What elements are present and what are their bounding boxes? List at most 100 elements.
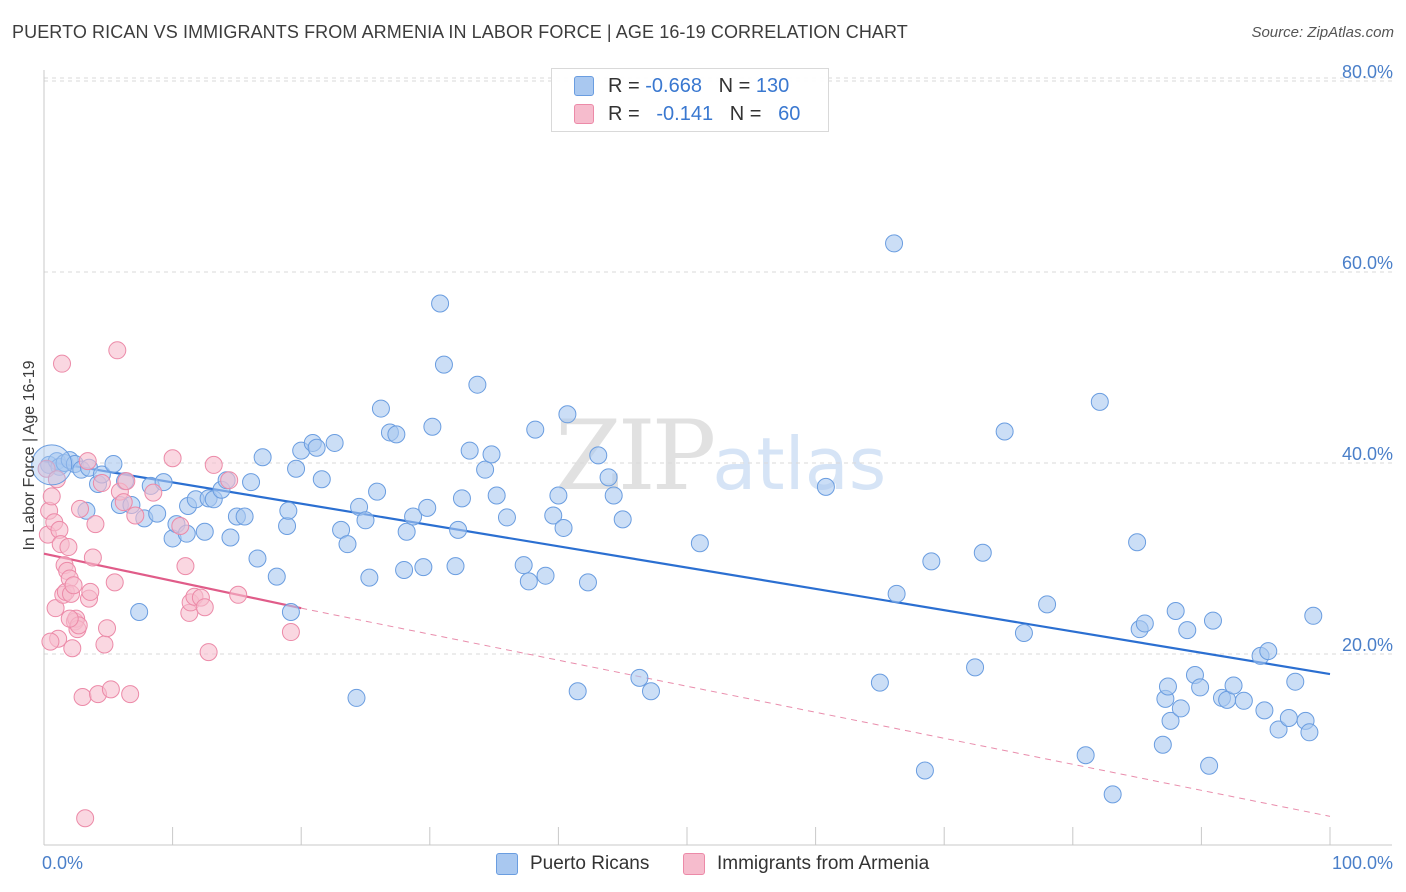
legend-n-label: N =	[729, 102, 762, 125]
puerto-rican-point	[1171, 699, 1190, 718]
y-tick-label: 60.0%	[1342, 253, 1393, 273]
puerto-rican-point	[1038, 595, 1057, 614]
armenia-point	[281, 623, 300, 642]
puerto-rican-point	[1304, 606, 1323, 625]
puerto-rican-point	[404, 507, 423, 526]
puerto-rican-point	[1128, 533, 1147, 552]
puerto-rican-point	[544, 506, 563, 525]
armenia-point	[204, 455, 223, 474]
armenia-point	[117, 472, 136, 491]
bottom-legend-label-1: Puerto Ricans	[530, 853, 650, 874]
puerto-rican-point	[279, 501, 298, 520]
armenia-point	[41, 632, 60, 651]
puerto-rican-point	[526, 420, 545, 439]
puerto-rican-point	[452, 489, 471, 508]
legend-swatch-pink	[574, 104, 594, 124]
armenia-point	[199, 643, 218, 662]
armenia-point	[76, 809, 95, 828]
bottom-legend-armenia: Immigrants from Armenia	[683, 851, 929, 877]
armenia-point	[121, 685, 140, 704]
legend-n-label: N =	[718, 74, 751, 97]
puerto-rican-point	[338, 535, 357, 554]
armenia-point	[171, 517, 190, 536]
puerto-rican-point	[347, 688, 366, 707]
armenia-trend-extension	[301, 607, 1331, 817]
armenia-point	[95, 635, 114, 654]
puerto-rican-point	[1234, 691, 1253, 710]
armenia-point	[229, 585, 248, 604]
puerto-rican-point	[816, 477, 835, 496]
y-tick-label: 20.0%	[1342, 635, 1393, 655]
puerto-rican-point	[449, 520, 468, 539]
puerto-rican-point	[307, 438, 326, 457]
puerto-rican-point	[487, 486, 506, 505]
correlation-legend: R = -0.668 N = 130 R = -0.141 N = 60	[551, 68, 829, 132]
legend-swatch-blue	[574, 76, 594, 96]
puerto-rican-point	[1090, 392, 1109, 411]
armenia-point	[63, 639, 82, 658]
armenia-point	[195, 598, 214, 617]
puerto-rican-point	[476, 460, 495, 479]
puerto-rican-point	[1135, 614, 1154, 633]
y-axis-label: In Labor Force | Age 16-19	[21, 360, 38, 550]
puerto-rican-point	[414, 558, 433, 577]
puerto-rican-point	[1191, 678, 1210, 697]
puerto-rican-point	[922, 552, 941, 571]
puerto-rican-point	[915, 761, 934, 780]
armenia-point	[92, 474, 111, 493]
puerto-rican-point	[690, 534, 709, 553]
puerto-rican-point	[1203, 611, 1222, 630]
watermark-zip: ZIP	[555, 400, 716, 512]
puerto-rican-point	[995, 422, 1014, 441]
puerto-rican-point	[281, 602, 300, 621]
puerto-rican-point	[641, 682, 660, 701]
puerto-rican-point	[514, 556, 533, 575]
puerto-rican-point	[613, 510, 632, 529]
legend-n-value-2: 60	[778, 102, 801, 125]
puerto-rican-point	[887, 584, 906, 603]
puerto-rican-point	[360, 568, 379, 587]
armenia-point	[176, 557, 195, 576]
puerto-rican-point	[1224, 676, 1243, 695]
puerto-rican-point	[397, 522, 416, 541]
bottom-legend-swatch-blue	[496, 853, 518, 875]
armenia-point	[144, 483, 163, 502]
puerto-rican-point	[104, 454, 123, 473]
puerto-rican-point	[604, 486, 623, 505]
puerto-rican-point	[1255, 701, 1274, 720]
puerto-rican-point	[242, 473, 261, 492]
legend-row-armenia: R = -0.141 N = 60	[574, 101, 800, 127]
armenia-point	[126, 506, 145, 525]
armenia-point	[105, 573, 124, 592]
puerto-rican-point	[599, 468, 618, 487]
puerto-rican-point	[630, 668, 649, 687]
armenia-point	[73, 687, 92, 706]
axes	[43, 70, 1392, 846]
watermark-atlas: atlas	[712, 422, 887, 506]
armenia-point	[60, 609, 79, 628]
puerto-rican-point	[130, 602, 149, 621]
axis-labels: 20.0% 40.0% 60.0% 80.0% 0.0% 100.0% In Labor F…	[21, 62, 1393, 873]
puerto-rican-point	[1178, 621, 1197, 640]
armenia-point	[163, 449, 182, 468]
armenia-point	[46, 599, 65, 618]
armenia-point	[114, 493, 133, 512]
armenia-point	[98, 619, 117, 638]
armenia-point	[53, 354, 72, 373]
puerto-rican-point	[460, 441, 479, 460]
legend-n-value-1: 130	[755, 74, 790, 97]
puerto-rican-point	[434, 355, 453, 374]
puerto-rican-point	[418, 498, 437, 517]
puerto-rican-point	[1153, 735, 1172, 754]
puerto-rican-point	[253, 448, 272, 467]
puerto-rican-point	[1259, 642, 1278, 661]
armenia-point	[71, 499, 90, 518]
puerto-rican-point	[1200, 756, 1219, 775]
puerto-rican-point	[1014, 623, 1033, 642]
puerto-rican-point	[549, 486, 568, 505]
legend-r-value-2: -0.141	[656, 102, 714, 125]
legend-r-label: R =	[608, 102, 640, 125]
data-points	[31, 234, 1323, 828]
legend-r-label: R =	[608, 74, 640, 97]
